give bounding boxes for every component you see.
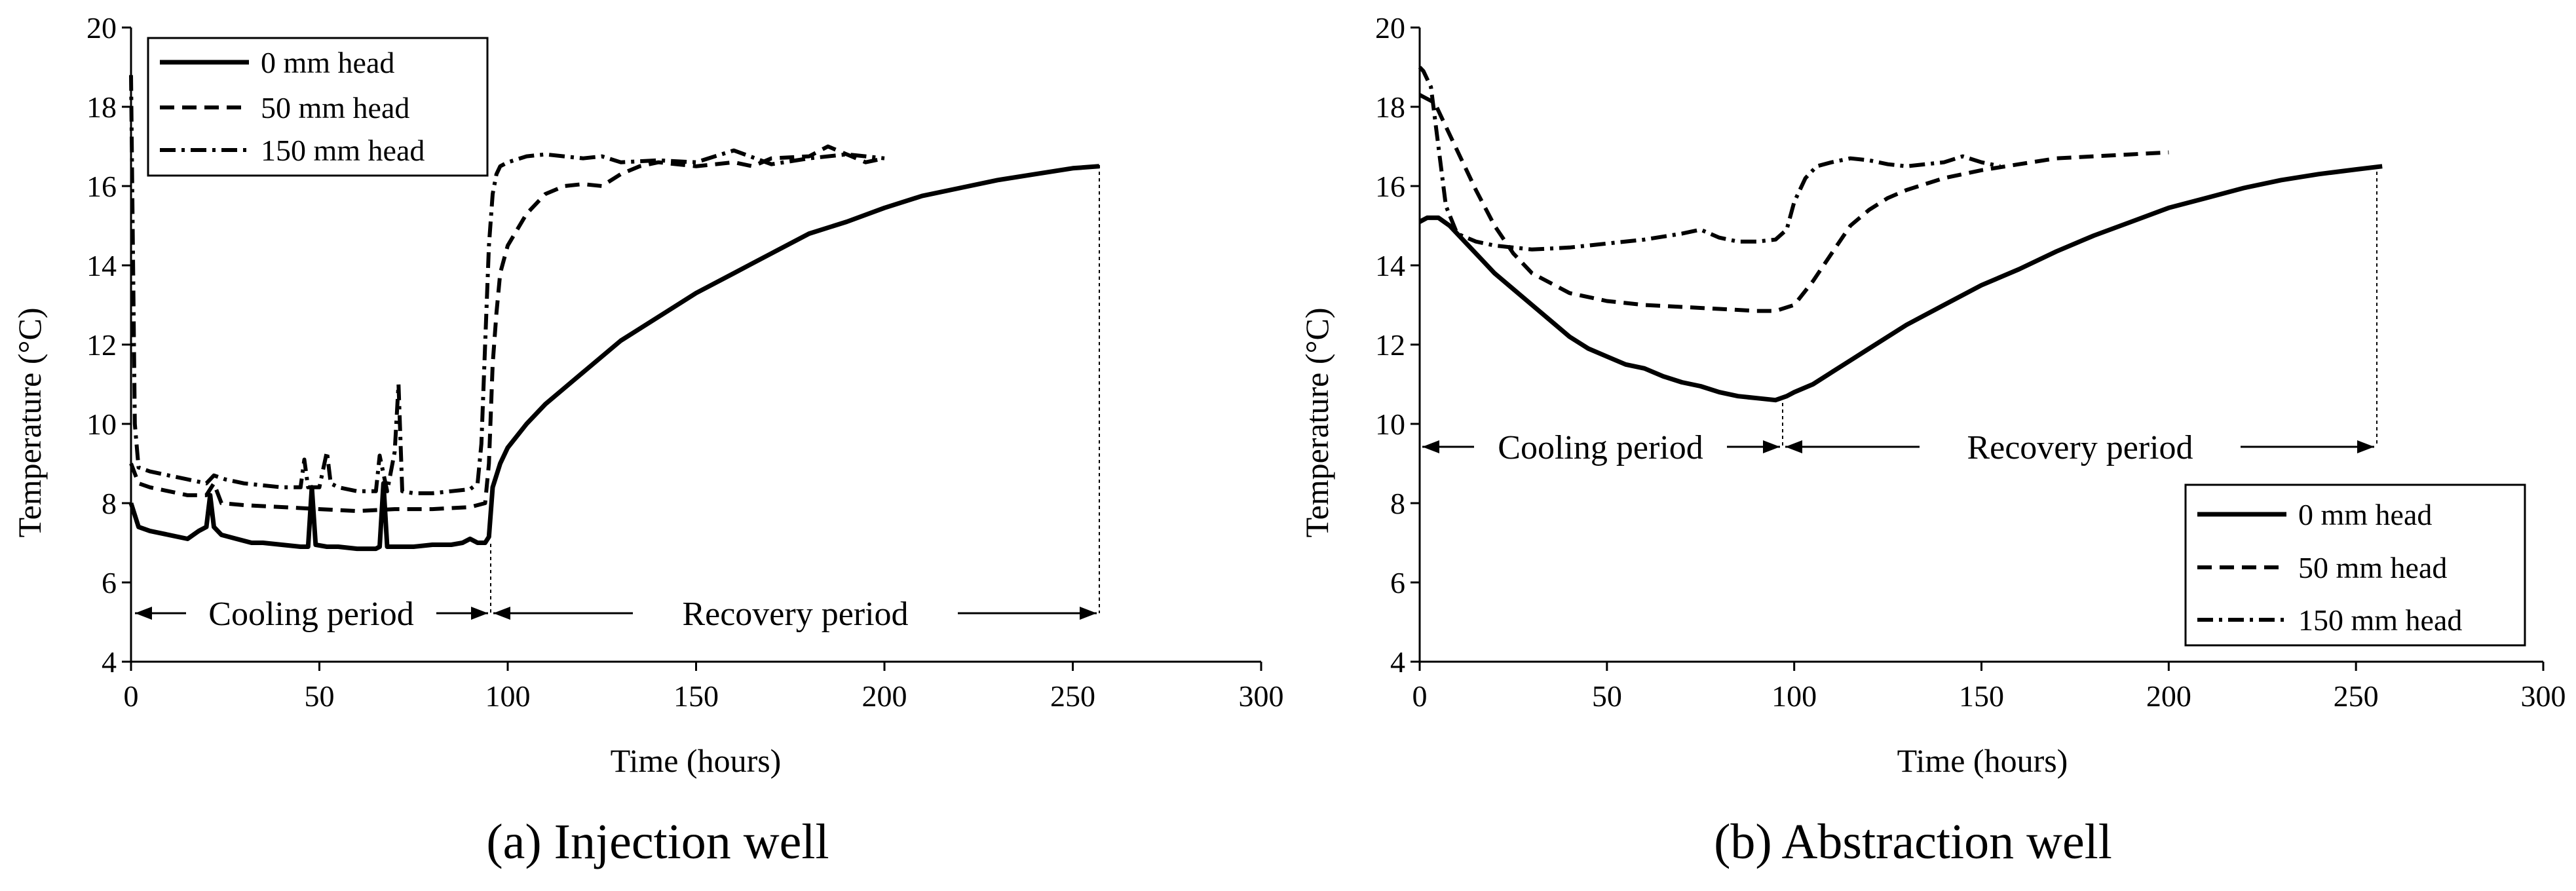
legend-label-0mm: 0 mm head: [261, 46, 394, 79]
x-tick-label: 250: [1050, 679, 1095, 713]
y-tick-label: 16: [1375, 170, 1405, 203]
cooling-arrowhead-left: [135, 607, 152, 620]
y-axis-label: Temperature (°C): [11, 307, 48, 537]
x-tick-label: 100: [1771, 679, 1817, 713]
recovery-arrowhead-right: [2357, 440, 2374, 453]
cooling-arrowhead-left: [1422, 440, 1439, 453]
y-tick-label: 10: [1375, 408, 1405, 441]
y-tick-label: 16: [86, 170, 117, 203]
y-tick-label: 4: [1390, 645, 1405, 679]
x-tick-label: 0: [124, 679, 139, 713]
series-line-0mm: [128, 164, 1100, 552]
x-tick-label: 200: [2146, 679, 2191, 713]
y-tick-label: 6: [102, 566, 117, 599]
y-tick-label: 18: [1375, 90, 1405, 124]
chart-caption: (b) Abstraction well: [1714, 814, 2112, 869]
recovery-arrowhead-left: [1785, 440, 1802, 453]
x-axis-label: Time (hours): [1897, 742, 2068, 779]
y-axis-label: Temperature (°C): [1298, 307, 1335, 537]
legend-label-0mm: 0 mm head: [2298, 498, 2432, 531]
series-line-50mm: [129, 144, 885, 514]
cooling-period-label: Cooling period: [1498, 429, 1703, 466]
x-tick-label: 0: [1412, 679, 1428, 713]
y-tick-label: 4: [102, 645, 117, 679]
legend-label-150mm: 150 mm head: [261, 134, 425, 167]
recovery-period-label: Recovery period: [682, 596, 908, 633]
x-tick-label: 150: [673, 679, 719, 713]
x-tick-label: 50: [305, 679, 335, 713]
series-line-50mm: [1418, 93, 2169, 313]
cooling-arrowhead-right: [471, 607, 488, 620]
series-line-150mm: [1418, 66, 2001, 252]
recovery-period-label: Recovery period: [1967, 429, 2193, 466]
chart-caption: (a) Injection well: [486, 814, 829, 869]
x-tick-label: 250: [2334, 679, 2379, 713]
x-tick-label: 300: [1239, 679, 1284, 713]
y-tick-label: 10: [86, 408, 117, 441]
y-tick-label: 14: [1375, 249, 1405, 282]
x-axis-label: Time (hours): [611, 742, 782, 779]
cooling-arrowhead-right: [1763, 440, 1780, 453]
series-line-0mm: [1418, 164, 2383, 403]
y-tick-label: 20: [86, 11, 117, 45]
legend-label-50mm: 50 mm head: [2298, 551, 2447, 584]
cooling-period-label: Cooling period: [208, 596, 413, 633]
legend-label-150mm: 150 mm head: [2298, 603, 2462, 637]
recovery-arrowhead-left: [493, 607, 510, 620]
y-tick-label: 12: [86, 328, 117, 362]
y-tick-label: 8: [1390, 487, 1405, 520]
y-tick-label: 8: [102, 487, 117, 520]
recovery-arrowhead-right: [1080, 607, 1097, 620]
x-tick-label: 150: [1959, 679, 2004, 713]
x-tick-label: 100: [485, 679, 531, 713]
y-tick-label: 12: [1375, 328, 1405, 362]
y-tick-label: 18: [86, 90, 117, 124]
y-tick-label: 14: [86, 249, 117, 282]
x-tick-label: 200: [862, 679, 907, 713]
y-tick-label: 6: [1390, 566, 1405, 599]
series-line-150mm: [129, 75, 885, 495]
y-tick-label: 20: [1375, 11, 1405, 45]
x-tick-label: 300: [2521, 679, 2566, 713]
legend-label-50mm: 50 mm head: [261, 91, 409, 124]
x-tick-label: 50: [1592, 679, 1622, 713]
